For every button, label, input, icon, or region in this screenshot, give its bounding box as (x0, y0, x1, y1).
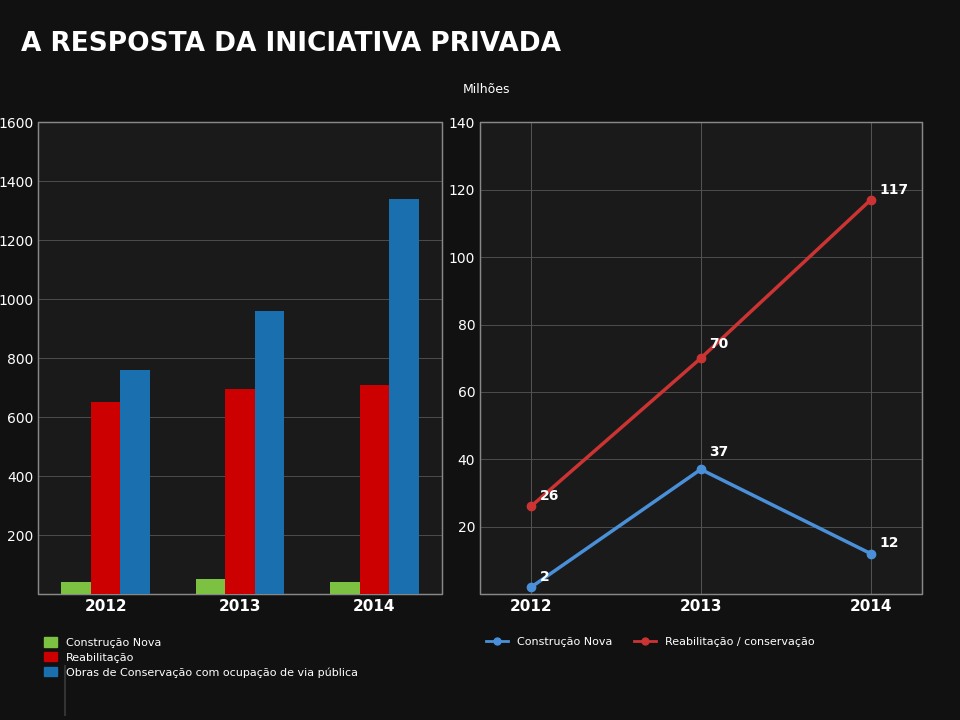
Bar (360, 384, 389, 594)
Text: 117: 117 (879, 182, 908, 197)
Text: ⚓: ⚓ (23, 680, 42, 701)
Text: 26: 26 (540, 489, 559, 503)
Text: 37: 37 (709, 445, 729, 459)
Bar (254, 311, 284, 594)
Text: 12: 12 (879, 536, 899, 550)
Bar (196, 580, 226, 594)
Text: O NOVO PARADIGMA DE INTERVENÇÃO: O NOVO PARADIGMA DE INTERVENÇÃO (82, 678, 535, 703)
Bar (226, 389, 254, 594)
Bar (120, 370, 150, 594)
Text: 70: 70 (709, 338, 729, 351)
Text: 2: 2 (540, 570, 549, 584)
Text: A RESPOSTA DA INICIATIVA PRIVADA: A RESPOSTA DA INICIATIVA PRIVADA (21, 31, 561, 57)
Legend: Construção Nova, Reabilitação / conservação: Construção Nova, Reabilitação / conserva… (486, 637, 815, 647)
Text: Milhões: Milhões (463, 84, 510, 96)
Bar (61, 582, 91, 594)
Bar (330, 582, 360, 594)
Legend: Construção Nova, Reabilitação, Obras de Conservação com ocupação de via pública: Construção Nova, Reabilitação, Obras de … (44, 637, 358, 678)
Bar (389, 199, 419, 594)
Bar (91, 402, 120, 594)
